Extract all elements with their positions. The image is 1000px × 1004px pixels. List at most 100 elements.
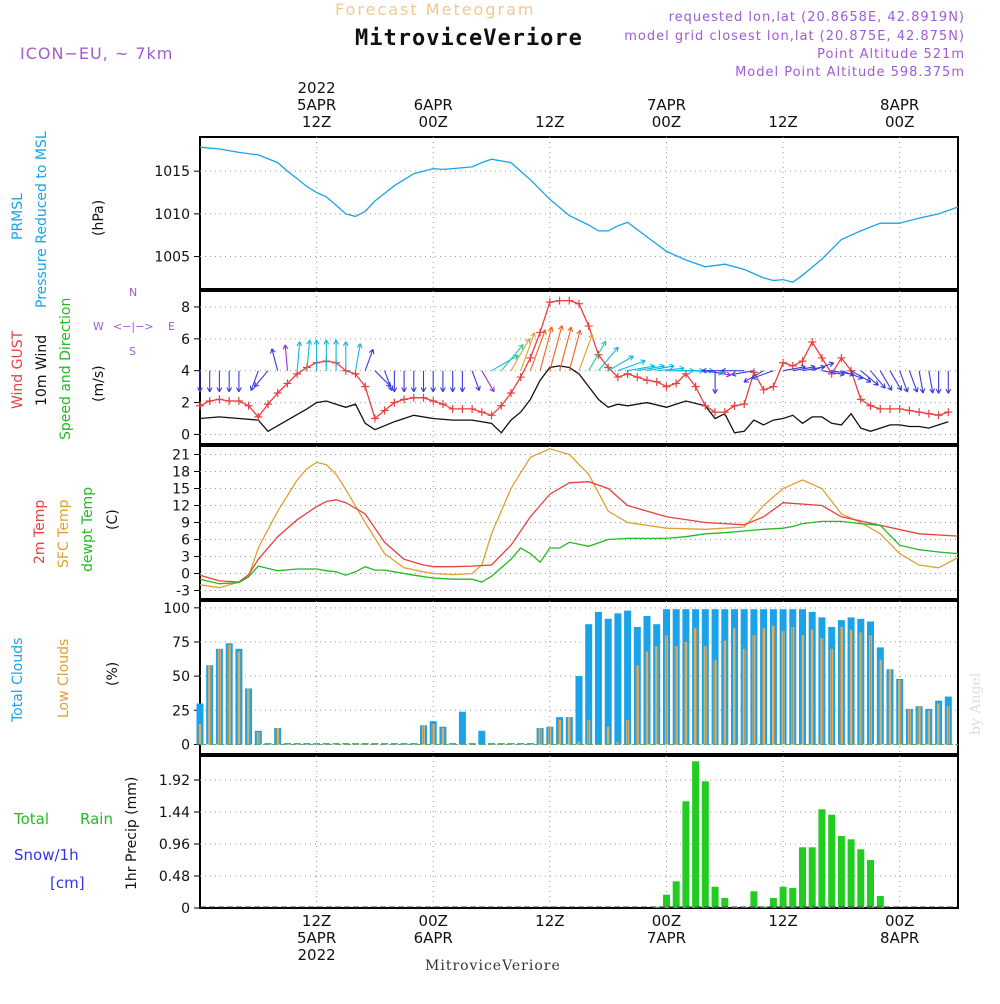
total-cloud-bar [264, 743, 272, 745]
wind-gust-marker [779, 358, 788, 367]
wind-direction-arrow [646, 363, 675, 372]
wind-direction-arrow [410, 370, 417, 393]
meteogram-subtitle: Forecast Meteogram [335, 0, 536, 19]
wind-direction-arrow [226, 370, 233, 393]
wind-direction-arrow [945, 370, 952, 394]
wind-direction-arrow [430, 370, 437, 393]
wind-ytick-label: 2 [181, 396, 190, 412]
wind-direction-arrow [481, 370, 495, 393]
low-cloud-bar [538, 728, 542, 745]
wind-gust-marker [633, 373, 642, 382]
wind-direction-arrow [306, 339, 313, 371]
low-cloud-bar [645, 651, 649, 745]
wind-direction-arrow [588, 340, 607, 371]
wind-gust-marker [361, 382, 370, 391]
wind-direction-arrow [701, 367, 725, 374]
compass-w: W [93, 320, 104, 333]
pressure-ytick-label: 1010 [154, 207, 190, 223]
wind-gust-marker [293, 369, 302, 378]
temp-label-unit: (C) [105, 509, 121, 530]
wind-gust-marker [400, 395, 409, 404]
wind-direction-arrow [721, 367, 745, 374]
low-cloud-bar [937, 703, 941, 745]
pressure-label-name: Pressure Reduced to MSL [34, 131, 50, 308]
precip-label-snow: Snow/1h [14, 846, 79, 864]
wind-gust-marker [837, 353, 846, 362]
temp-label-sfc: SFC Temp [56, 499, 72, 568]
precip-bar [672, 881, 680, 908]
wind-gust-marker [351, 369, 360, 378]
wind-label-speed-dir: Speed and Direction [58, 297, 74, 440]
wind-gust-marker [701, 401, 710, 410]
clouds-ytick-label: 0 [181, 737, 190, 753]
clouds-ytick-label: 100 [163, 601, 190, 617]
wind-gust-marker [565, 296, 574, 305]
low-cloud-bar [946, 706, 950, 745]
low-cloud-bar [762, 628, 766, 745]
precipitation-frame [199, 755, 959, 909]
wind-gust-marker [264, 400, 273, 409]
wind-gust-marker [720, 408, 729, 417]
low-cloud-bar [276, 728, 280, 745]
bottom-time-label: 00Z [418, 912, 448, 930]
wind-direction-arrow [270, 348, 279, 371]
wind-direction-arrow [342, 341, 349, 371]
bottom-time-label: 7APR [646, 929, 687, 947]
wind-gust-marker [487, 411, 496, 420]
wind-direction-arrow [899, 370, 909, 393]
wind-direction-arrow [705, 370, 732, 378]
precip-bar [789, 888, 797, 908]
model-name: ICON−EU, ~ 7km [20, 44, 174, 63]
wind-direction-arrow [578, 333, 594, 371]
wind-direction-arrow [471, 370, 481, 392]
low-cloud-bar [674, 646, 678, 745]
total-cloud-bar [478, 730, 486, 745]
total-cloud-bar [284, 743, 291, 745]
low-cloud-bar [606, 726, 610, 745]
precip-bar [721, 898, 729, 908]
wind-gust-marker [584, 322, 593, 331]
precip-label-total: Total [14, 810, 50, 828]
temperature-ytick-label: 12 [172, 499, 190, 515]
temperature-ytick-label: -3 [176, 584, 190, 600]
temp-dewpt-line [199, 520, 959, 585]
pressure-line [199, 146, 959, 283]
precip-bar [750, 891, 758, 908]
wind-gust-marker [847, 366, 856, 375]
low-cloud-bar [256, 732, 260, 745]
wind-direction-arrow [712, 370, 718, 394]
author-signature: by Angel [968, 672, 984, 735]
wind-gust-marker [749, 368, 758, 377]
wind-direction-arrow [860, 370, 879, 386]
low-cloud-bar [587, 719, 591, 745]
footer-station-name: MitroviceVeriore [425, 958, 561, 974]
wind-gust-marker [817, 353, 826, 362]
low-cloud-bar [878, 659, 882, 745]
low-cloud-bar [733, 628, 736, 745]
wind-ytick-label: 4 [181, 364, 190, 380]
total-cloud-bar [313, 743, 321, 745]
wind-gust-marker [555, 296, 564, 305]
wind-gust-marker [672, 379, 681, 388]
wind-direction-arrow [323, 339, 330, 371]
low-cloud-bar [859, 632, 863, 745]
wind-gust-marker [885, 404, 894, 413]
wind-direction-arrow [364, 348, 375, 371]
precipitation-ytick-label: 0 [181, 901, 190, 917]
wind-gust-marker [380, 406, 389, 415]
wind-direction-arrow [491, 354, 519, 372]
wind-ytick-label: 0 [181, 427, 190, 443]
wind-direction-arrow [197, 370, 203, 393]
wind-gust-marker [808, 338, 817, 346]
wind-gust-marker [730, 401, 739, 410]
wind-direction-arrow [539, 326, 554, 371]
low-cloud-bar [665, 635, 668, 745]
wind-gust-marker [691, 382, 700, 391]
wind-gust-marker [419, 393, 428, 402]
precip-bar [653, 906, 661, 908]
wind-gust-marker [652, 377, 661, 386]
temp-sfc-line [199, 448, 959, 589]
total-cloud-bar [497, 743, 505, 745]
wind-direction-arrow [731, 370, 754, 377]
